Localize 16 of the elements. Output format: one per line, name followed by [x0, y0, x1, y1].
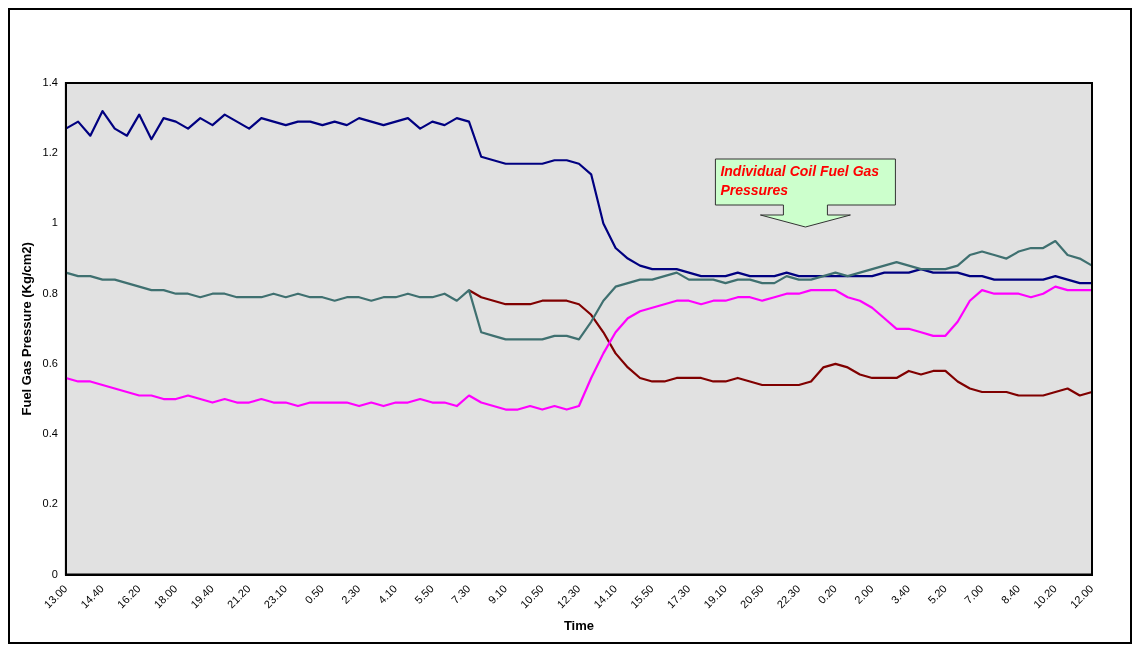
y-tick-label: 1: [51, 216, 58, 229]
y-tick-label: 0.4: [42, 427, 58, 440]
annotation: Individual Coil Fuel Gas Pressures: [720, 162, 880, 198]
x-tick-label: 7.30: [448, 582, 473, 606]
y-tick-label: 0.6: [42, 356, 58, 369]
x-tick-label: 7.00: [961, 582, 986, 606]
x-tick-label: 4.10: [375, 582, 400, 606]
y-axis-title: Fuel Gas Pressure (Kg/cm2): [19, 242, 35, 416]
x-axis-title: Time: [563, 617, 594, 633]
y-tick-label: 0.2: [42, 497, 58, 510]
x-tick-label: 0.50: [302, 582, 326, 606]
y-tick-label: 1.2: [42, 146, 58, 159]
y-tick-label: 0: [51, 567, 58, 580]
y-tick-label: 0.8: [42, 286, 58, 299]
x-tick-label: 0.20: [815, 582, 840, 606]
y-tick-label: 1.4: [42, 76, 58, 89]
